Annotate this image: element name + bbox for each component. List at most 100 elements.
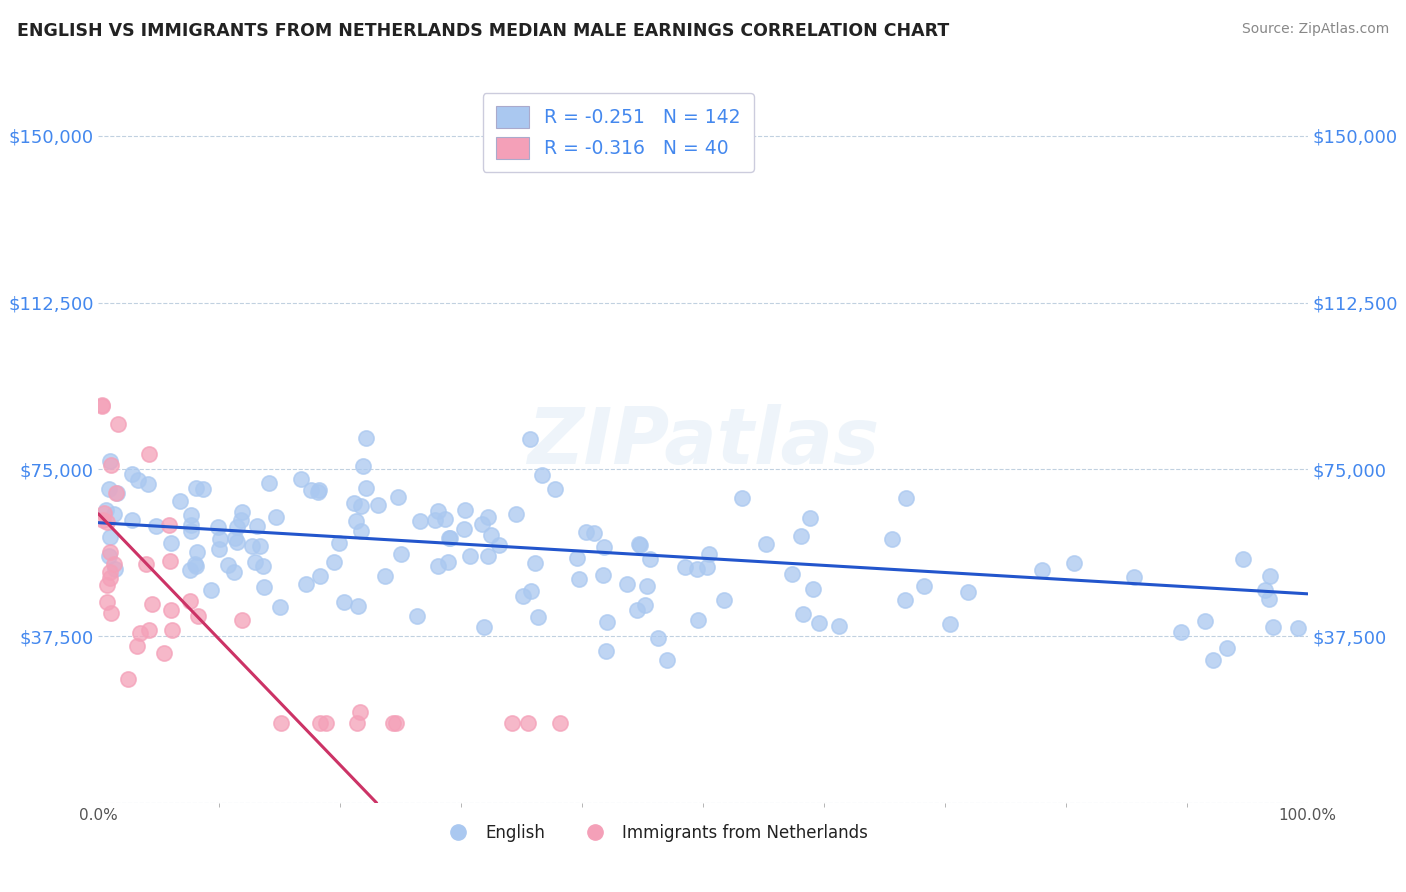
Point — [1202, 653, 1225, 667]
Point — [138, 447, 160, 461]
Point — [96, 516, 118, 530]
Point — [249, 539, 271, 553]
Point — [634, 598, 657, 612]
Point — [799, 510, 821, 524]
Point — [180, 524, 202, 538]
Point — [193, 482, 215, 496]
Point — [1170, 624, 1192, 639]
Point — [790, 528, 813, 542]
Point — [207, 520, 229, 534]
Point — [894, 593, 917, 607]
Point — [179, 563, 201, 577]
Point — [471, 517, 494, 532]
Point — [1216, 640, 1239, 655]
Point — [121, 513, 143, 527]
Point — [531, 468, 554, 483]
Point — [229, 513, 252, 527]
Point — [309, 569, 332, 583]
Point — [342, 496, 364, 510]
Point — [427, 559, 450, 574]
Point — [328, 535, 350, 549]
Point — [153, 646, 176, 660]
Point — [436, 555, 458, 569]
Point — [346, 715, 368, 730]
Point — [347, 599, 370, 614]
Point — [217, 558, 239, 572]
Point — [697, 547, 720, 561]
Point — [1194, 614, 1216, 628]
Point — [387, 490, 409, 504]
Point — [264, 509, 287, 524]
Point — [141, 597, 163, 611]
Point — [160, 536, 183, 550]
Point — [187, 609, 209, 624]
Point — [686, 562, 709, 576]
Point — [350, 524, 373, 538]
Point — [696, 559, 718, 574]
Point — [117, 672, 139, 686]
Point — [517, 715, 540, 730]
Point — [939, 617, 962, 632]
Point — [592, 541, 614, 555]
Point — [103, 508, 125, 522]
Point — [127, 474, 149, 488]
Point — [98, 530, 121, 544]
Text: ZIPatlas: ZIPatlas — [527, 403, 879, 480]
Point — [98, 565, 121, 579]
Point — [1263, 620, 1285, 634]
Point — [125, 639, 148, 653]
Point — [688, 613, 710, 627]
Point — [129, 625, 152, 640]
Point — [488, 538, 510, 552]
Point — [592, 568, 614, 582]
Point — [354, 431, 377, 445]
Point — [100, 606, 122, 620]
Point — [226, 535, 249, 549]
Point — [104, 486, 127, 500]
Point — [755, 536, 778, 550]
Point — [389, 547, 412, 561]
Point — [595, 644, 617, 658]
Point — [1286, 621, 1309, 635]
Point — [957, 585, 980, 599]
Point — [792, 607, 814, 622]
Point — [568, 572, 591, 586]
Point — [567, 551, 589, 566]
Point — [1031, 563, 1053, 577]
Point — [243, 555, 266, 569]
Point — [103, 557, 125, 571]
Point — [98, 571, 121, 585]
Point — [477, 510, 499, 524]
Point — [98, 454, 121, 468]
Point — [252, 580, 274, 594]
Text: Source: ZipAtlas.com: Source: ZipAtlas.com — [1241, 22, 1389, 37]
Point — [93, 506, 115, 520]
Point — [245, 519, 267, 533]
Point — [257, 475, 280, 490]
Point — [322, 555, 344, 569]
Point — [477, 549, 499, 563]
Point — [628, 538, 651, 552]
Point — [548, 715, 571, 730]
Point — [107, 417, 129, 431]
Point — [673, 560, 696, 574]
Point — [105, 485, 128, 500]
Point — [1254, 583, 1277, 598]
Point — [240, 540, 263, 554]
Point — [350, 499, 373, 513]
Point — [98, 545, 121, 559]
Point — [512, 589, 534, 603]
Point — [780, 567, 803, 582]
Point — [200, 583, 222, 598]
Point — [406, 608, 429, 623]
Point — [519, 432, 541, 446]
Point — [354, 481, 377, 495]
Point — [439, 531, 461, 545]
Point — [180, 517, 202, 532]
Point — [307, 485, 329, 500]
Point — [385, 715, 408, 730]
Point — [828, 619, 851, 633]
Point — [523, 556, 546, 570]
Point — [169, 494, 191, 508]
Point — [121, 467, 143, 482]
